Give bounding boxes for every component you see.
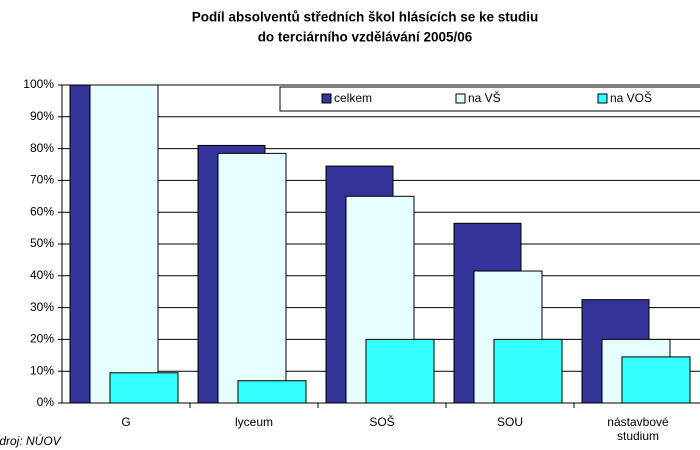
y-tick-label: 50% [30, 236, 54, 250]
y-tick-label: 60% [30, 204, 54, 218]
bar [621, 356, 691, 404]
bar [237, 380, 307, 404]
legend-label: na VŠ [468, 90, 501, 105]
chart-title: Podíl absolventů středních škol hlásícíc… [192, 10, 539, 25]
chart-title: do terciárního vzdělávání 2005/06 [258, 30, 473, 45]
y-tick-label: 10% [30, 363, 54, 377]
x-tick-label: nástavbové studium [607, 415, 669, 443]
source-note: Zdroj: NÚOV [0, 433, 62, 448]
bar [365, 338, 435, 404]
bar [493, 338, 563, 404]
legend-swatch [597, 93, 608, 104]
bar [217, 152, 287, 404]
y-tick-label: 100% [23, 77, 54, 91]
y-tick-label: 30% [30, 300, 54, 314]
y-tick-label: 0% [37, 395, 55, 409]
y-tick-label: 90% [30, 109, 54, 123]
legend-label: celkem [334, 91, 372, 105]
x-tick-label: SOU [497, 415, 523, 429]
y-tick-label: 40% [30, 268, 54, 282]
y-tick-label: 70% [30, 173, 54, 187]
x-tick-label: G [121, 415, 130, 429]
y-tick-label: 80% [30, 141, 54, 155]
y-tick-label: 20% [30, 332, 54, 346]
bar [89, 84, 159, 404]
legend-label: na VOŠ [610, 90, 652, 105]
legend-swatch [455, 93, 466, 104]
x-tick-label: lyceum [235, 415, 273, 429]
x-tick-label: SOŠ [369, 414, 394, 429]
legend-swatch [321, 93, 332, 104]
bar [109, 372, 179, 404]
legend-box [279, 86, 700, 112]
